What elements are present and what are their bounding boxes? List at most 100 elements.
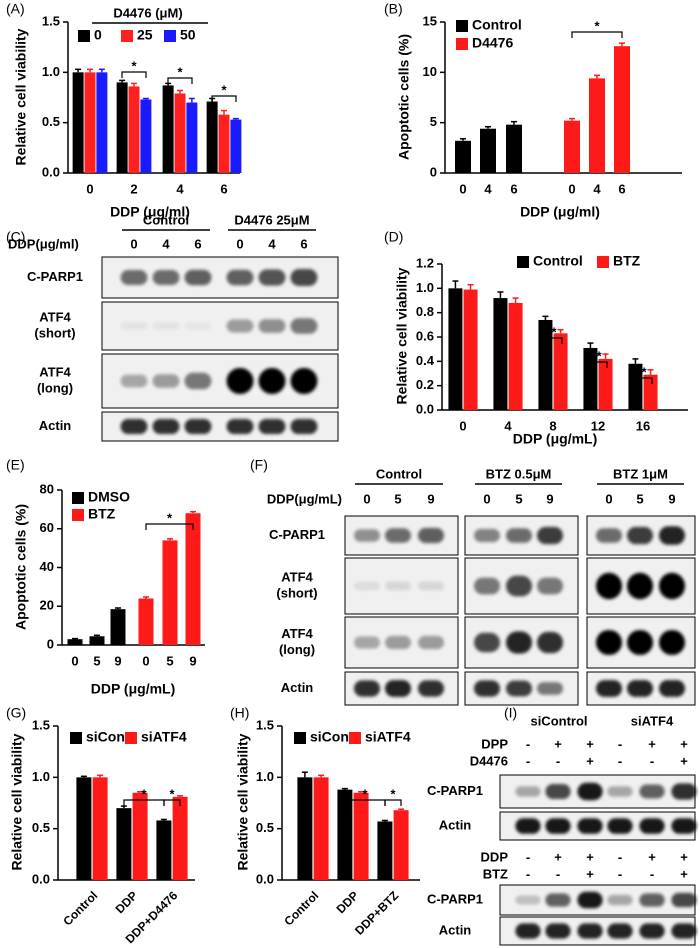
bar — [448, 288, 463, 410]
band — [536, 577, 564, 595]
y-tick-label: 0.5 — [32, 820, 50, 835]
condition-label: D4476 — [470, 753, 508, 768]
bar — [116, 82, 128, 173]
row-label: (long) — [37, 380, 73, 395]
band — [120, 270, 148, 285]
x-tick-label: 0 — [459, 418, 466, 433]
band — [505, 528, 533, 543]
band — [226, 418, 254, 435]
band — [184, 322, 212, 330]
condition-value: 9 — [427, 491, 434, 506]
y-tick-label: 0.5 — [42, 114, 60, 129]
y-tick-label: 40 — [40, 559, 54, 574]
x-tick-label: 9 — [114, 653, 121, 668]
x-tick-label: 8 — [549, 418, 556, 433]
condition-value: + — [586, 736, 594, 751]
legend-swatch — [78, 30, 90, 42]
row-label: ATF4 — [281, 569, 313, 584]
x-tick-label: 0 — [142, 653, 149, 668]
band — [595, 572, 623, 600]
band — [639, 784, 665, 799]
condition-value: + — [680, 866, 688, 881]
band — [626, 630, 654, 655]
error-bar — [318, 774, 325, 778]
y-tick-label: 0.4 — [416, 353, 435, 368]
x-tick-label: 5 — [93, 653, 100, 668]
legend-swatch — [164, 30, 176, 42]
significance: * — [141, 786, 147, 801]
condition-value: - — [650, 753, 654, 768]
bar — [218, 114, 230, 173]
condition-value: + — [680, 736, 688, 751]
y-axis-label: Apoptotic cells (%) — [396, 34, 412, 160]
legend-label: siCon — [310, 729, 349, 745]
bar — [508, 302, 523, 410]
condition-value: 5 — [636, 491, 643, 506]
significance: * — [362, 786, 368, 801]
error-bar — [452, 280, 459, 289]
legend-label: 0 — [94, 27, 102, 43]
y-tick-label: 0.5 — [256, 820, 274, 835]
legend-swatch — [597, 256, 609, 268]
error-bar — [97, 774, 104, 778]
x-tick-label: 4 — [593, 181, 601, 196]
error-bar — [358, 790, 365, 793]
band — [290, 368, 318, 394]
significance: * — [167, 510, 173, 525]
band — [671, 783, 697, 800]
significance: * — [641, 364, 647, 379]
condition-value: + — [680, 849, 688, 864]
band — [184, 269, 212, 286]
bar — [506, 124, 522, 173]
condition-value: 4 — [162, 236, 170, 251]
x-axis-label: DDP (μg/ml) — [520, 204, 600, 220]
band — [658, 630, 686, 655]
error-bar — [587, 342, 594, 348]
condition-value: 5 — [515, 491, 522, 506]
legend-label: siATF4 — [141, 729, 187, 745]
bar — [583, 347, 598, 410]
band — [258, 269, 286, 286]
bar — [493, 298, 508, 410]
y-tick-label: 0.2 — [416, 377, 434, 392]
condition-value: 4 — [268, 236, 276, 251]
condition-value: + — [586, 753, 594, 768]
bar — [564, 120, 580, 173]
legend-swatch — [72, 492, 84, 504]
bar — [138, 598, 154, 645]
bar — [393, 810, 409, 880]
bar — [162, 540, 178, 645]
bracket — [121, 71, 147, 78]
condition-value: - — [526, 866, 530, 881]
panel-label: (I) — [504, 705, 517, 721]
band — [384, 581, 412, 591]
bracket — [635, 377, 653, 384]
band — [639, 818, 665, 834]
x-tick-label: Control — [60, 888, 100, 928]
condition-value: - — [556, 866, 560, 881]
row-label: C-PARP1 — [427, 891, 483, 906]
error-bar — [98, 68, 105, 73]
error-bar — [647, 369, 654, 375]
legend-swatch — [294, 732, 306, 744]
band — [152, 322, 180, 330]
y-tick-label: 15 — [423, 13, 437, 28]
panel-label: (E) — [6, 457, 25, 473]
condition-value: - — [526, 736, 530, 751]
condition-value: - — [526, 753, 530, 768]
group-label: D4476 25μM — [234, 212, 309, 227]
error-bar — [115, 607, 121, 610]
bar — [72, 72, 84, 173]
significance: * — [131, 58, 137, 73]
bar — [313, 777, 329, 880]
band — [658, 526, 686, 545]
condition-value: - — [618, 866, 622, 881]
band — [536, 526, 564, 545]
bar — [353, 792, 369, 880]
error-bar — [94, 634, 100, 637]
legend-label: siATF4 — [365, 729, 411, 745]
error-bar — [602, 353, 609, 359]
error-bar — [177, 89, 183, 94]
group-label: Control — [143, 212, 189, 227]
